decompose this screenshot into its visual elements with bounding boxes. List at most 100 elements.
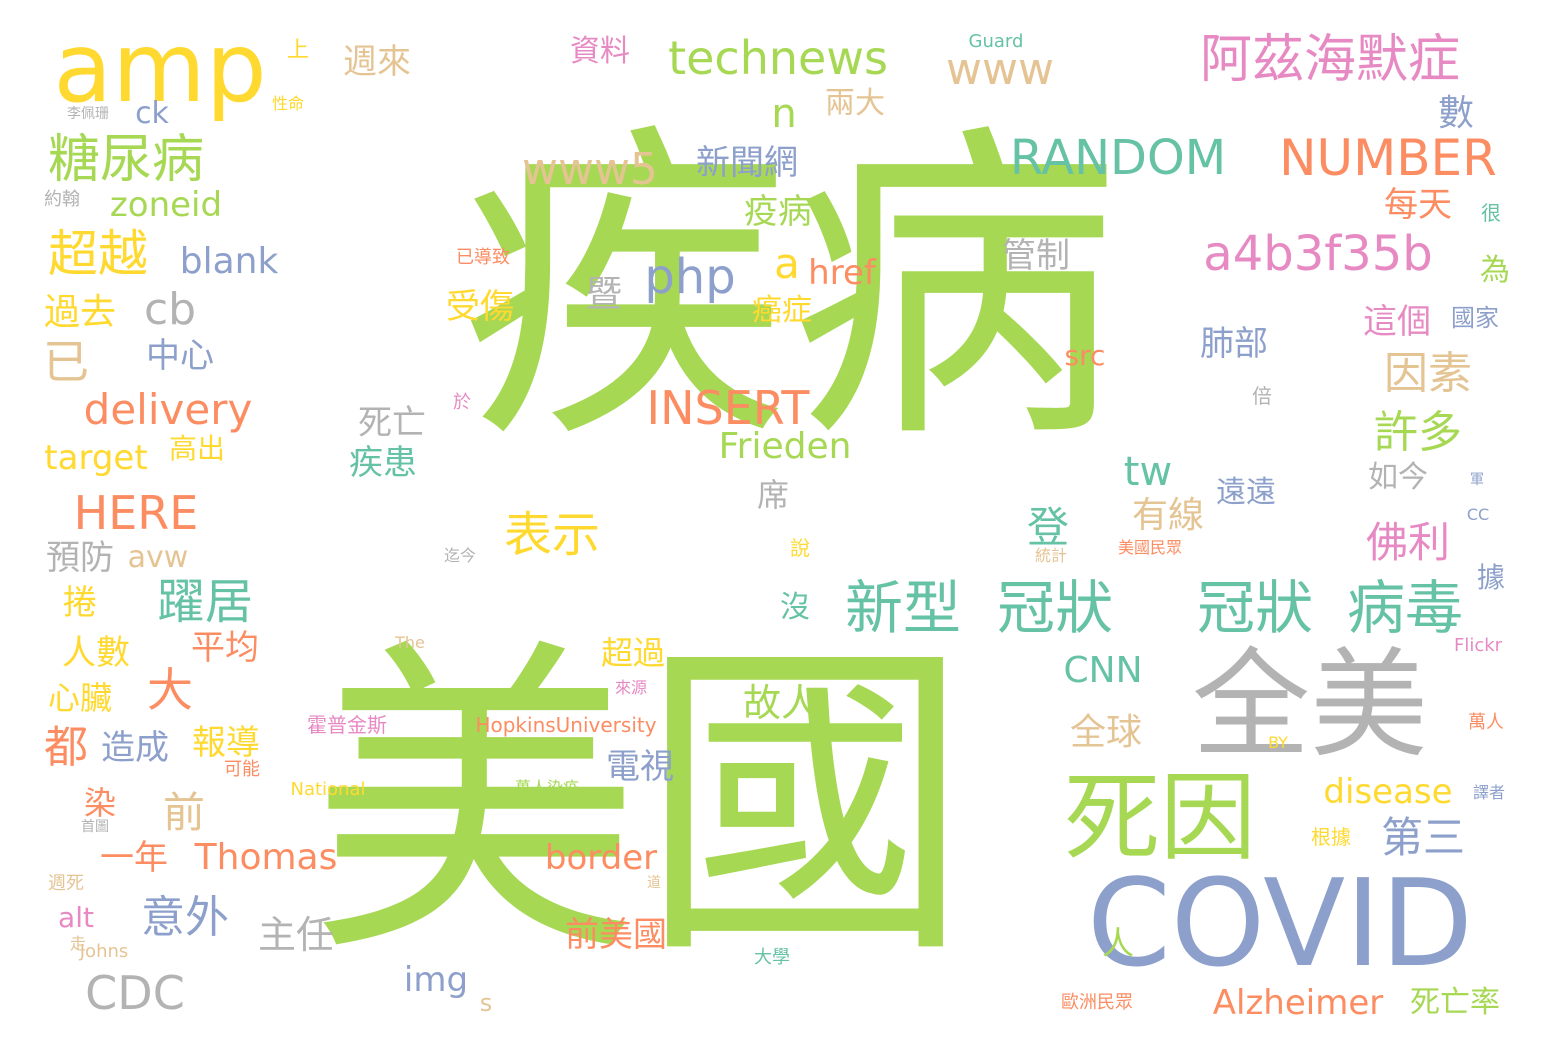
word-cloud-term: HopkinsUniversity: [475, 713, 657, 737]
word-cloud-term: 資料: [570, 34, 630, 69]
word-cloud-term: 暨: [585, 274, 623, 315]
word-cloud-term: Alzheimer: [1212, 983, 1384, 1023]
word-cloud-term: 人: [1101, 924, 1135, 962]
word-cloud-term: 疫病: [744, 192, 812, 232]
word-cloud-term: 心臟: [47, 679, 113, 717]
word-cloud-term: 受傷: [446, 287, 514, 327]
word-cloud-term: 報導: [192, 723, 260, 763]
word-cloud-term: 已導致: [456, 247, 510, 268]
word-cloud-term: php: [644, 249, 736, 305]
word-cloud-term: 第三: [1380, 813, 1466, 862]
word-cloud-term: 疾患: [349, 443, 417, 483]
word-cloud-term: 迄今: [443, 546, 477, 565]
word-cloud-term: 前: [162, 788, 206, 837]
word-cloud-term: The: [395, 633, 425, 652]
word-cloud-term: 走: [69, 934, 87, 953]
word-cloud-term: 阿茲海默症: [1199, 30, 1461, 90]
word-cloud-term: 佛利: [1365, 518, 1451, 567]
word-cloud-term: HERE: [73, 486, 199, 540]
word-cloud-term: CC: [1466, 505, 1490, 524]
word-cloud-term: 超越: [48, 225, 148, 283]
word-cloud-term: 登: [1026, 503, 1070, 552]
word-cloud-term: Guard: [968, 31, 1024, 52]
word-cloud-term: 席: [756, 476, 790, 514]
word-cloud-term: 週來: [343, 42, 411, 82]
word-cloud-term: 美國民眾: [1117, 538, 1183, 557]
word-cloud-term: 大學: [754, 947, 790, 968]
word-cloud-term: National: [290, 779, 366, 800]
word-cloud-term: border: [544, 838, 658, 878]
word-cloud-term: 說: [790, 536, 810, 560]
word-cloud-term: 因素: [1384, 348, 1472, 399]
word-cloud-term: 高出: [168, 432, 226, 465]
word-cloud-term: 有線: [1131, 495, 1205, 536]
word-cloud-term: zoneid: [109, 185, 223, 225]
word-cloud-term: 萬人: [1468, 712, 1504, 733]
word-cloud-term: 萬人染疫: [514, 778, 580, 797]
word-cloud-term: www5: [522, 144, 658, 195]
word-cloud-term: RANDOM: [1009, 130, 1227, 186]
word-cloud-term: 大: [147, 663, 193, 717]
word-cloud-term: blank: [179, 241, 279, 282]
word-cloud-term: 來源: [614, 678, 648, 697]
word-cloud-term: 故人: [742, 681, 820, 725]
word-cloud-term: 死亡: [358, 403, 426, 443]
word-cloud-term: 全美: [1191, 636, 1429, 774]
word-cloud-term: 兩大: [825, 86, 885, 121]
word-cloud-term: 道: [647, 875, 661, 891]
word-cloud-term: 遠遠: [1216, 475, 1276, 510]
word-cloud-term: Flickr: [1453, 635, 1503, 656]
word-cloud-term: 為: [1480, 253, 1510, 288]
word-cloud-term: 電視: [606, 747, 674, 787]
word-cloud-term: 人數: [62, 633, 130, 673]
word-cloud-term: CNN: [1063, 650, 1143, 691]
word-cloud-term: 捲: [63, 583, 97, 623]
word-cloud-term: s: [479, 989, 493, 1017]
word-cloud-term: 預防: [46, 538, 114, 578]
word-cloud-term: 這個: [1363, 302, 1431, 342]
word-cloud-term: avw: [127, 540, 189, 575]
word-cloud-term: BY: [1268, 733, 1288, 752]
word-cloud-term: 病毒: [1346, 574, 1464, 642]
word-cloud-term: 約翰: [44, 189, 80, 210]
word-cloud-term: 意外: [141, 892, 229, 943]
word-cloud-term: href: [808, 253, 876, 293]
word-cloud-term: 死亡率: [1410, 985, 1500, 1020]
word-cloud-term: 週死: [48, 873, 84, 894]
word-cloud-term: 中心: [146, 336, 214, 376]
word-cloud-term: 主任: [257, 913, 335, 957]
word-cloud-term: 癌症: [752, 293, 812, 328]
word-cloud-term: 過去: [43, 292, 117, 333]
word-cloud-term: 冠狀: [996, 574, 1114, 642]
word-cloud-term: Thomas: [194, 837, 338, 878]
word-cloud-term: 歐洲民眾: [1061, 992, 1133, 1013]
word-cloud-term: 統計: [1034, 546, 1068, 565]
word-cloud-term: 如今: [1368, 460, 1428, 495]
word-cloud-term: 據: [1476, 561, 1506, 594]
word-cloud-term: 已: [43, 335, 89, 389]
word-cloud-term: alt: [58, 901, 94, 934]
word-cloud-term: a4b3f35b: [1203, 226, 1433, 282]
word-cloud-term: 糖尿病: [47, 130, 205, 190]
word-cloud-term: 躍居: [156, 574, 254, 630]
word-cloud-term: tw: [1123, 449, 1173, 495]
word-cloud-term: COVID: [1086, 855, 1474, 994]
word-cloud-term: 新聞網: [696, 143, 798, 183]
word-cloud-term: 譯者: [1472, 783, 1506, 802]
word-cloud-term: NUMBER: [1279, 129, 1497, 187]
word-cloud-term: 染: [83, 784, 117, 822]
word-cloud-term: 軍: [1470, 472, 1484, 488]
word-cloud-term: 霍普金斯: [307, 713, 387, 737]
word-cloud-term: 許多: [1374, 407, 1462, 458]
word-cloud-term: 李佩珊: [67, 106, 109, 122]
word-cloud-term: INSERT: [646, 381, 810, 435]
word-cloud-term: 死因: [1064, 762, 1256, 874]
word-cloud-term: 前美國: [565, 915, 667, 955]
word-cloud-term: target: [44, 438, 148, 478]
word-cloud-term: 美國: [310, 613, 970, 997]
word-cloud-term: 一年: [100, 838, 168, 878]
word-cloud-term: 平均: [191, 628, 259, 668]
word-cloud-term: 疾病: [460, 98, 1120, 482]
word-cloud-term: 表示: [503, 507, 601, 563]
